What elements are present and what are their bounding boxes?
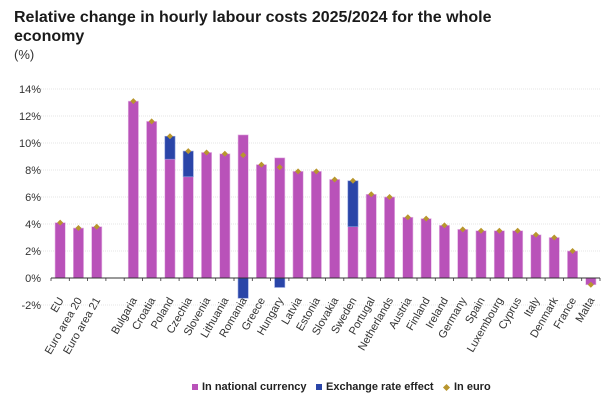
legend-item-exchange-rate-effect: Exchange rate effect xyxy=(316,381,434,393)
bar-national-currency xyxy=(256,164,267,279)
bar-national-currency xyxy=(402,216,414,279)
marker-in-euro xyxy=(514,227,521,234)
bar-national-currency xyxy=(512,230,524,279)
euro-markers xyxy=(57,98,594,288)
marker-in-euro xyxy=(441,222,448,229)
legend-item-in-euro: In euro xyxy=(442,381,491,393)
y-tick-label: 6% xyxy=(25,192,41,204)
bar-national-currency xyxy=(439,225,450,279)
bar-exchange-rate-effect xyxy=(164,135,176,160)
marker-in-euro xyxy=(203,149,210,156)
bar-national-currency xyxy=(310,171,322,279)
bar-national-currency xyxy=(530,234,542,279)
marker-in-euro xyxy=(349,177,356,184)
marker-in-euro xyxy=(386,194,393,200)
marker-in-euro xyxy=(478,227,485,234)
bar-exchange-rate-effect xyxy=(347,180,359,228)
bar-national-currency xyxy=(91,226,103,279)
bar-national-currency xyxy=(274,157,286,279)
bar-national-currency xyxy=(127,100,139,279)
marker-in-euro xyxy=(148,118,155,125)
bar-national-currency xyxy=(73,227,84,279)
legend-diamond-icon xyxy=(442,383,451,391)
bar-national-currency xyxy=(475,230,487,279)
legend-label: In euro xyxy=(454,381,491,393)
marker-in-euro xyxy=(185,148,192,155)
bar-national-currency xyxy=(201,152,212,279)
x-category-label: EU xyxy=(49,295,67,314)
marker-in-euro xyxy=(331,176,338,183)
marker-in-euro xyxy=(295,168,302,175)
y-axis-ticks: -2% 0% 2% 4% 6% 8% 10% 12% 14% xyxy=(19,84,41,312)
bar-national-currency xyxy=(384,196,395,279)
marker-in-euro xyxy=(258,161,265,168)
marker-in-euro xyxy=(221,150,228,157)
bar-national-currency xyxy=(146,121,158,279)
bar-exchange-rate-effect xyxy=(237,277,249,299)
legend-label: Exchange rate effect xyxy=(326,381,434,393)
marker-in-euro xyxy=(587,281,594,288)
y-tick-label: 10% xyxy=(19,138,41,150)
y-tick-label: 12% xyxy=(19,111,41,123)
marker-in-euro xyxy=(459,226,466,233)
bar-national-currency xyxy=(182,176,194,279)
y-tick-label: 2% xyxy=(25,246,41,258)
legend-swatch-national-currency xyxy=(192,384,198,390)
bar-national-currency xyxy=(219,153,231,279)
unit-label: (%) xyxy=(14,47,35,62)
bar-national-currency xyxy=(365,194,377,279)
gridlines xyxy=(33,88,600,306)
y-tick-label: 0% xyxy=(25,273,41,285)
bar-national-currency xyxy=(54,222,66,279)
y-tick-label: 4% xyxy=(25,219,41,231)
x-axis xyxy=(50,277,601,281)
bar-national-currency xyxy=(347,226,359,279)
marker-in-euro xyxy=(166,133,173,140)
bar-national-currency xyxy=(292,171,304,279)
bar-national-currency xyxy=(329,179,341,279)
bar-national-currency xyxy=(164,158,176,279)
marker-in-euro xyxy=(423,215,430,222)
marker-in-euro xyxy=(368,191,375,198)
bar-national-currency xyxy=(567,250,578,279)
marker-in-euro xyxy=(276,164,283,171)
marker-in-euro xyxy=(532,231,539,238)
bar-national-currency xyxy=(548,237,560,279)
marker-in-euro xyxy=(57,219,64,226)
marker-in-euro xyxy=(313,168,320,175)
legend: In national currency Exchange rate effec… xyxy=(0,381,609,397)
marker-in-euro xyxy=(75,225,82,232)
marker-in-euro xyxy=(404,214,411,221)
legend-label: In national currency xyxy=(202,381,307,393)
marker-in-euro xyxy=(496,227,503,234)
bar-national-currency xyxy=(420,218,432,279)
chart-title: Relative change in hourly labour costs 2… xyxy=(14,9,492,45)
y-tick-label: 14% xyxy=(19,84,41,96)
marker-in-euro xyxy=(130,98,137,105)
bar-national-currency xyxy=(457,229,469,279)
y-tick-label: 8% xyxy=(25,165,41,177)
marker-in-euro xyxy=(240,152,247,159)
marker-in-euro xyxy=(93,223,100,230)
legend-swatch-exchange-rate-effect xyxy=(316,384,322,390)
bars xyxy=(54,100,597,299)
marker-in-euro xyxy=(569,248,576,254)
bar-exchange-rate-effect xyxy=(274,277,286,288)
marker-in-euro xyxy=(551,234,558,241)
x-category-label: Malta xyxy=(574,295,598,325)
bar-national-currency xyxy=(493,230,505,279)
bar-exchange-rate-effect xyxy=(182,150,194,178)
y-tick-label: -2% xyxy=(21,300,41,312)
legend-item-national-currency: In national currency xyxy=(192,381,307,393)
